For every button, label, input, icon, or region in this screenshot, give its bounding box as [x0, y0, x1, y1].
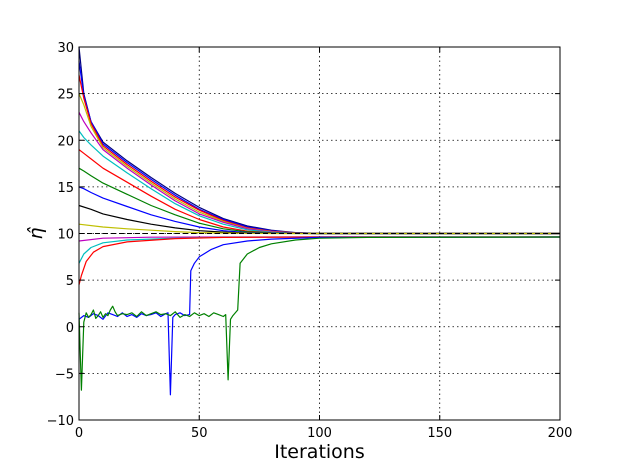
y-tick-label: 5: [66, 274, 74, 289]
y-tick-label: 30: [57, 41, 74, 56]
y-tick-label: −10: [47, 414, 74, 429]
x-tick-label: 150: [427, 426, 452, 441]
y-tick-label: −5: [55, 367, 74, 382]
y-tick-label: 0: [66, 321, 74, 336]
axis-ticks: 0 50 100 150 200 −10 −5 0 5 10 15 20 25 30: [47, 41, 573, 441]
y-tick-label: 15: [57, 181, 74, 196]
series-lines: [78, 46, 561, 396]
y-tick-label: 20: [57, 134, 74, 149]
series-line-14: [78, 236, 560, 285]
x-tick-label: 50: [191, 426, 208, 441]
y-tick-label: 10: [57, 228, 74, 243]
x-tick-label: 100: [307, 426, 332, 441]
x-axis-title: Iterations: [274, 441, 365, 463]
y-tick-label: 25: [57, 88, 74, 103]
x-tick-label: 0: [75, 426, 83, 441]
x-tick-label: 200: [548, 426, 573, 441]
series-line-16: [78, 236, 561, 391]
y-axis-title: η̂: [25, 226, 47, 239]
